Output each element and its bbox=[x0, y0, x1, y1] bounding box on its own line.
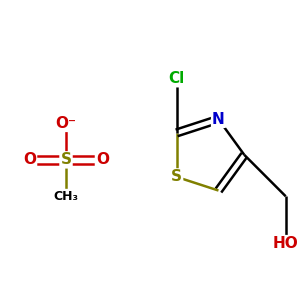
Text: O: O bbox=[96, 152, 109, 167]
Text: S: S bbox=[171, 169, 182, 184]
Text: HO: HO bbox=[273, 236, 298, 251]
Text: O: O bbox=[23, 152, 36, 167]
Text: Cl: Cl bbox=[169, 71, 185, 86]
Text: N: N bbox=[212, 112, 225, 127]
Text: O⁻: O⁻ bbox=[56, 116, 76, 131]
Text: S: S bbox=[61, 152, 71, 167]
Text: CH₃: CH₃ bbox=[53, 190, 79, 203]
